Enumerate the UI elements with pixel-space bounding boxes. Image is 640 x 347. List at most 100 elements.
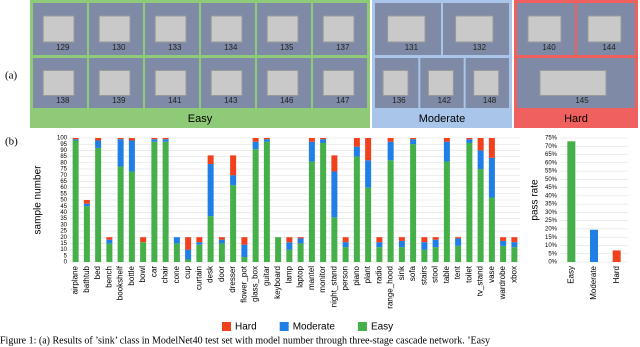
bar-segment (241, 257, 248, 262)
y-tick-label: 55 (60, 191, 67, 197)
y-tick-label: 90 (60, 148, 67, 154)
bar-segment (83, 203, 90, 207)
bar-segment (443, 161, 450, 262)
bar-segment (117, 138, 124, 140)
bar-segment (511, 247, 518, 262)
bar (567, 141, 576, 262)
model-number: 139 (112, 96, 126, 105)
bar-segment (297, 237, 304, 239)
bar-segment (320, 139, 327, 143)
x-tick-label: bookshelf (116, 265, 125, 300)
y-tick-label: 35 (60, 216, 67, 222)
x-tick-label: vase (487, 265, 496, 282)
x-tick-label: chair (161, 266, 170, 284)
x-tick-label: lamp (284, 265, 293, 283)
model-number: 129 (56, 43, 70, 52)
model-shape (154, 15, 187, 43)
bar-segment (421, 242, 428, 250)
y-tick-label: 40% (545, 193, 558, 199)
bar-segment (443, 141, 450, 162)
bar-segment (353, 146, 360, 157)
model-number: 141 (168, 96, 182, 105)
bar-segment (151, 138, 158, 140)
bar-segment (72, 139, 79, 141)
legend-swatch (222, 322, 231, 331)
model-number: 145 (575, 96, 589, 105)
bar-segment (398, 240, 405, 248)
bar-segment (95, 138, 102, 141)
x-tick-label: bathtub (82, 265, 91, 292)
model-shape (322, 15, 355, 43)
x-tick-label: toilet (464, 265, 473, 283)
bar-segment (106, 237, 113, 240)
bar-segment (365, 187, 372, 262)
y-tick-label: 70% (545, 144, 558, 150)
x-tick-label: curtain (194, 266, 203, 290)
x-tick-label: stairs (419, 266, 428, 285)
y-tick-label: 50 (60, 198, 67, 204)
x-tick-label: sofa (408, 265, 417, 281)
bar-segment (241, 244, 248, 258)
x-tick-label: cup (183, 265, 192, 278)
x-tick-label: bottle (127, 265, 136, 285)
bar-segment (331, 171, 338, 218)
bar-segment (308, 161, 315, 262)
bar-segment (196, 242, 203, 245)
model-shape (527, 15, 562, 43)
model-number: 144 (602, 43, 616, 52)
bar-segment (365, 160, 372, 188)
bar-segment (466, 142, 473, 262)
model-number: 137 (336, 43, 350, 52)
x-tick-label: person (341, 266, 350, 290)
bar-segment (128, 138, 135, 141)
bar (612, 250, 621, 262)
bar-segment (342, 237, 349, 243)
model-shape (42, 15, 75, 43)
model-number: 142 (438, 96, 452, 105)
bar-segment (162, 139, 169, 142)
y-tick-label: 85 (60, 154, 67, 160)
group-name: Hard (564, 113, 588, 125)
bar-segment (95, 140, 102, 148)
y-tick-label: 45% (545, 185, 558, 191)
y-tick-label: 20 (60, 235, 67, 241)
y-tick-label: 65 (60, 179, 67, 185)
y-tick-label: 50% (545, 177, 558, 183)
bar-segment (263, 141, 270, 262)
model-shape (266, 70, 299, 96)
x-tick-label: dresser (228, 266, 237, 293)
legend-label: Moderate (293, 322, 336, 333)
model-shape (455, 15, 494, 43)
x-tick-label: radio (374, 265, 383, 283)
bar-segment (72, 138, 79, 140)
y-tick-label: 70 (60, 173, 67, 179)
y-tick-label: 15 (60, 241, 67, 247)
model-number: 146 (280, 96, 294, 105)
x-tick-label: tent (453, 265, 462, 279)
model-number: 134 (224, 43, 238, 52)
model-shape (98, 15, 131, 43)
bar-segment (207, 164, 214, 217)
bar-segment (263, 139, 270, 142)
bar-segment (455, 245, 462, 262)
model-shape (210, 15, 243, 43)
bar-segment (331, 217, 338, 262)
model-number: 132 (473, 43, 487, 52)
bar-segment (162, 141, 169, 262)
legend-label: Easy (371, 322, 393, 333)
model-number: 135 (280, 43, 294, 52)
bar (590, 229, 598, 262)
bar-segment (286, 237, 293, 243)
panel-label: (b) (5, 136, 18, 148)
bar-segment (106, 239, 113, 244)
bar-segment (275, 237, 282, 262)
bar-segment (387, 138, 394, 142)
legend-swatch (357, 322, 367, 331)
model-shape (210, 70, 243, 96)
bar-segment (140, 237, 147, 243)
bar-segment (500, 240, 507, 246)
bar-segment (95, 147, 102, 262)
bar-segment (252, 141, 259, 150)
y-tick-label: 15% (545, 235, 558, 241)
bar-segment (365, 138, 372, 161)
